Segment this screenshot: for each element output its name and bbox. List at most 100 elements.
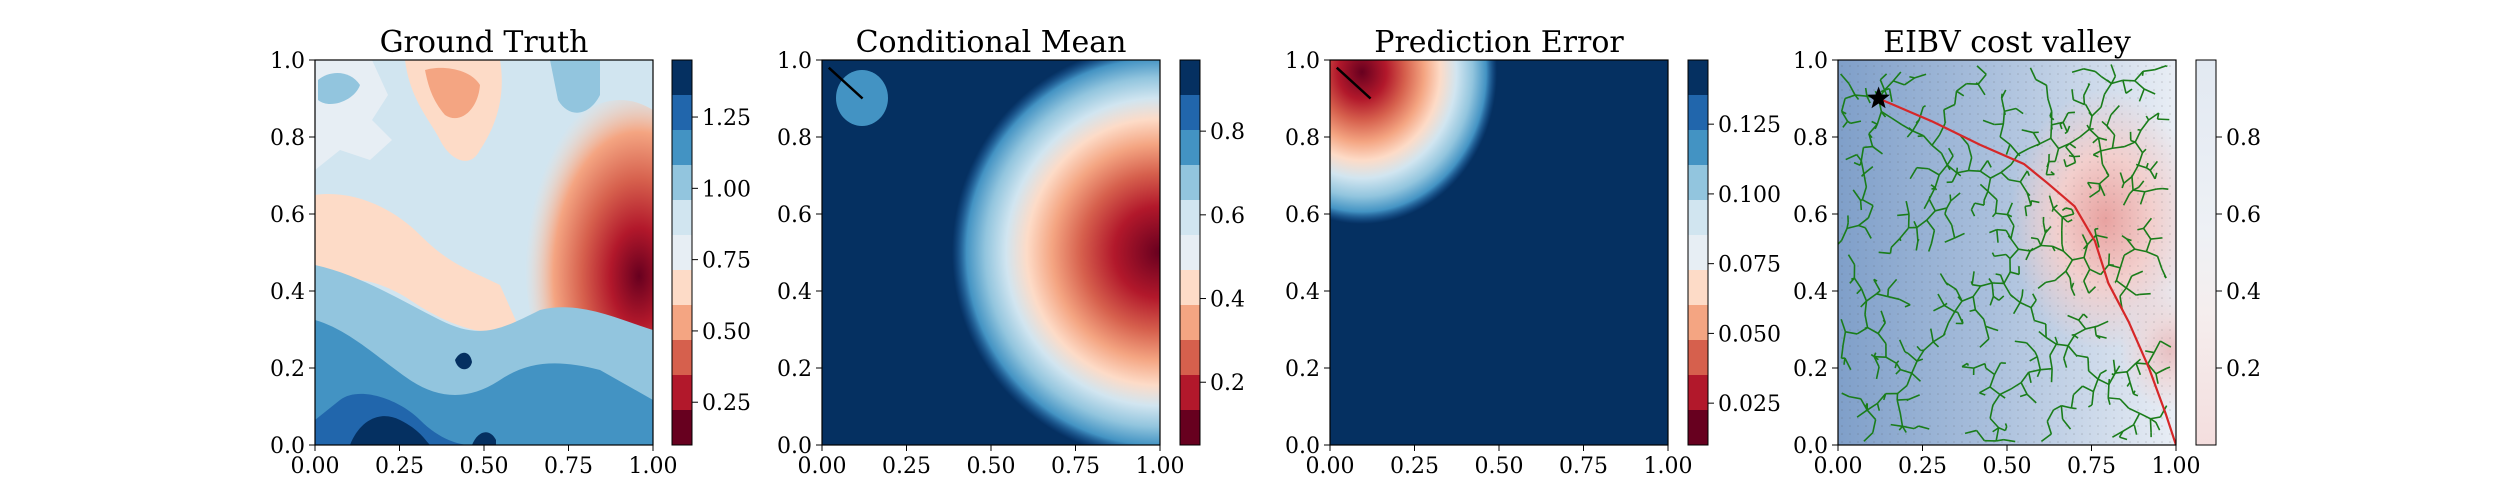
tree-edge xyxy=(2139,412,2151,420)
tree-edge xyxy=(1861,199,1874,207)
tree-edge xyxy=(2034,351,2039,358)
tree-edge xyxy=(2012,302,2021,315)
tree-edge xyxy=(1942,332,1946,336)
tree-edge xyxy=(1861,173,1865,177)
colorbar-eibv-cost-valley xyxy=(2195,59,2217,446)
tree-edge xyxy=(1882,319,1886,324)
tree-edge xyxy=(1991,212,1997,218)
tree-edge xyxy=(2083,83,2091,96)
x-tick-label: 0.25 xyxy=(1390,454,1439,479)
tree-edge xyxy=(1865,406,1868,409)
tree-edge xyxy=(2059,121,2064,125)
tree-edge xyxy=(1887,278,1898,290)
y-tick-label: 0.0 xyxy=(777,434,812,459)
tree-edge xyxy=(1907,352,1918,362)
tree-edge xyxy=(2074,328,2086,336)
tree-edge xyxy=(2087,83,2090,86)
tree-edge xyxy=(2147,363,2157,375)
colorbar-tick-label: 0.025 xyxy=(1718,392,1781,417)
tree-edge xyxy=(1987,177,1992,192)
tree-edge xyxy=(1979,392,1986,396)
y-tick-label: 0.0 xyxy=(1793,434,1828,459)
tree-edge xyxy=(2088,286,2097,294)
tree-edge xyxy=(2025,204,2032,208)
tree-edge xyxy=(2139,191,2146,205)
tree-edge xyxy=(1985,325,1994,330)
tree-edge xyxy=(1840,318,1847,333)
y-tick-label: 0.6 xyxy=(1285,203,1320,228)
tree-edge xyxy=(1956,172,1962,177)
tree-edge xyxy=(2046,409,2055,422)
tree-edge xyxy=(1859,200,1863,211)
tree-edge xyxy=(2009,271,2020,276)
tree-edge xyxy=(1999,123,2005,138)
tree-edge xyxy=(1930,230,1936,244)
x-tick-label: 0.75 xyxy=(544,454,593,479)
tree-edge xyxy=(2087,128,2091,131)
tree-edge xyxy=(2087,181,2100,185)
tree-edge xyxy=(2007,213,2013,218)
tree-edge xyxy=(2112,430,2124,438)
tree-edge xyxy=(2072,256,2085,261)
tree-edge xyxy=(2048,195,2055,209)
tree-edge xyxy=(1945,282,1949,286)
tree-edge xyxy=(1938,122,1946,136)
tree-edge xyxy=(1987,190,1998,201)
tree-edge xyxy=(2044,229,2048,234)
colorbar-tick-label: 0.4 xyxy=(2226,280,2261,305)
tree-edge xyxy=(1989,296,1995,306)
tree-edge xyxy=(1954,91,1958,105)
tree-edge xyxy=(1961,365,1974,369)
tree-edge xyxy=(1995,212,2008,216)
tree-edge xyxy=(1895,369,1901,375)
tree-edge xyxy=(2088,111,2093,117)
tree-edge xyxy=(1878,251,1891,255)
tree-edge xyxy=(2141,148,2147,154)
tree-edge xyxy=(2082,313,2088,319)
colorbar-tick-label: 0.100 xyxy=(1718,183,1781,208)
tree-edge xyxy=(2029,67,2037,80)
tree-edge xyxy=(1973,362,1986,369)
tree-edge xyxy=(2092,150,2102,156)
tree-edge xyxy=(2062,250,2073,261)
tree-edge xyxy=(2066,125,2071,133)
x-tick-label: 1.00 xyxy=(629,454,678,479)
tree-edge xyxy=(1986,160,1992,168)
x-tick-label: 0.25 xyxy=(1898,454,1947,479)
tree-edge xyxy=(1979,338,1990,348)
tree-edge xyxy=(1996,229,1999,243)
tree-edge xyxy=(1922,135,1933,146)
tree-edge xyxy=(1917,134,1924,138)
tree-edge xyxy=(1873,356,1879,361)
tree-edge xyxy=(2065,259,2074,272)
tree-edge xyxy=(2112,359,2117,374)
tree-edge xyxy=(1915,240,1919,251)
tree-edge xyxy=(1840,228,1848,241)
tree-edge xyxy=(2061,418,2072,430)
tree-edge xyxy=(2157,118,2170,121)
y-tick-label: 0.6 xyxy=(270,203,305,228)
colorbar-prediction-error xyxy=(1687,59,1709,446)
tree-edge xyxy=(2067,314,2079,321)
tree-edge xyxy=(1918,106,1924,121)
colorbar-tick-label: 0.8 xyxy=(1210,120,1245,145)
tree-edge xyxy=(1956,169,1969,174)
tree-edge xyxy=(2147,352,2155,365)
tree-edge xyxy=(1992,394,2001,406)
sampled-path xyxy=(827,66,864,100)
tree-edge xyxy=(2150,416,2161,420)
tree-edge xyxy=(2050,368,2053,383)
tree-edge xyxy=(1991,252,1995,257)
tree-edge xyxy=(1854,94,1860,100)
tree-edge xyxy=(2144,188,2157,193)
tree-edge xyxy=(2126,238,2132,242)
tree-edge xyxy=(2097,373,2102,380)
tree-edge xyxy=(1956,90,1965,97)
tree-edge xyxy=(2050,137,2060,150)
tree-edge xyxy=(2021,129,2034,134)
y-tick-label: 1.0 xyxy=(1285,49,1320,74)
tree-edge xyxy=(1901,425,1907,433)
tree-edge xyxy=(2010,381,2022,390)
tree-edge xyxy=(2107,253,2111,265)
tree-edge xyxy=(2065,207,2073,211)
